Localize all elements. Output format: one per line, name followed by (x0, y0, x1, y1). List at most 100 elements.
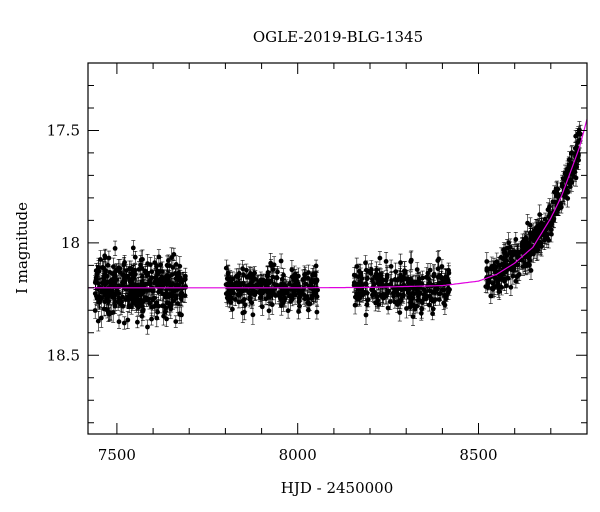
data-point (396, 299, 401, 304)
data-point (152, 260, 158, 266)
data-point (121, 320, 127, 326)
data-point (431, 272, 437, 277)
data-point (246, 290, 252, 296)
data-point (268, 278, 274, 284)
data-point (573, 133, 579, 139)
data-point (568, 177, 574, 183)
data-point (412, 306, 418, 312)
data-point (120, 294, 125, 300)
data-point (139, 283, 145, 288)
axis-ticks: 7500 8000 8500 17.5 18 18.5 (47, 63, 588, 464)
data-point (105, 296, 110, 301)
data-point (173, 319, 179, 324)
data-point (502, 278, 507, 284)
data-point (105, 262, 111, 268)
data-point (132, 254, 138, 260)
data-point (357, 279, 363, 284)
data-point (173, 296, 179, 301)
data-point (415, 298, 421, 303)
data-point (419, 306, 425, 312)
data-point (368, 267, 374, 273)
data-point (223, 265, 229, 271)
data-point (258, 277, 264, 283)
data-point (270, 267, 276, 272)
data-point (412, 291, 417, 297)
data-point (138, 297, 144, 303)
data-point (153, 275, 159, 281)
data-point (309, 278, 314, 283)
x-tick-label: 8000 (279, 446, 317, 464)
data-point (244, 274, 250, 280)
data-point (490, 281, 496, 286)
data-point (263, 283, 269, 288)
data-point (354, 264, 360, 269)
data-point (314, 294, 320, 299)
data-point (314, 277, 320, 283)
data-point (96, 286, 101, 292)
data-point (145, 270, 151, 276)
data-point (435, 258, 441, 263)
data-point (154, 263, 159, 269)
data-point (130, 245, 136, 251)
data-point (555, 191, 561, 197)
data-point (553, 186, 559, 192)
data-point (365, 297, 370, 303)
data-point (266, 291, 272, 296)
data-point (397, 310, 403, 315)
data-point (241, 286, 247, 291)
data-point (495, 280, 501, 285)
data-point (174, 283, 180, 288)
data-point (105, 279, 110, 285)
data-point (119, 299, 124, 305)
data-point (126, 303, 132, 308)
data-point (125, 273, 131, 279)
data-point (562, 171, 568, 177)
data-point (154, 300, 160, 305)
data-point (99, 289, 105, 295)
data-point (395, 292, 401, 297)
data-point (157, 277, 163, 283)
data-point (230, 276, 236, 282)
data-point (418, 310, 424, 316)
model-curve (88, 119, 587, 289)
data-point (363, 312, 369, 318)
data-point (499, 261, 505, 267)
data-point (423, 289, 429, 294)
data-point (383, 259, 389, 264)
plot-frame (87, 62, 588, 435)
data-point (504, 253, 510, 259)
data-point (250, 273, 256, 279)
y-tick-label: 18.5 (47, 346, 80, 364)
data-point (110, 276, 116, 282)
data-point (358, 270, 364, 276)
data-point (130, 271, 135, 277)
data-point (484, 259, 490, 264)
data-point (121, 278, 127, 284)
data-point (512, 249, 518, 255)
data-point (139, 274, 145, 279)
data-point (294, 278, 300, 284)
data-point (363, 281, 369, 287)
data-point (351, 280, 357, 286)
data-point (306, 307, 311, 313)
data-point (402, 268, 407, 274)
data-point (116, 319, 122, 325)
y-axis-label: I magnitude (13, 202, 31, 294)
data-point (438, 274, 444, 280)
data-point (313, 263, 319, 269)
data-point (441, 300, 447, 306)
chart-title: OGLE-2019-BLG-1345 (253, 28, 423, 46)
data-point (166, 258, 171, 263)
data-point (569, 151, 574, 156)
data-point (226, 276, 231, 281)
data-point (159, 283, 164, 289)
data-point (443, 276, 448, 282)
data-point (565, 166, 571, 172)
data-point (112, 246, 118, 251)
data-point (513, 261, 518, 266)
data-point (499, 285, 505, 290)
data-point (92, 308, 98, 313)
data-point (100, 265, 106, 271)
data-point (110, 310, 116, 315)
